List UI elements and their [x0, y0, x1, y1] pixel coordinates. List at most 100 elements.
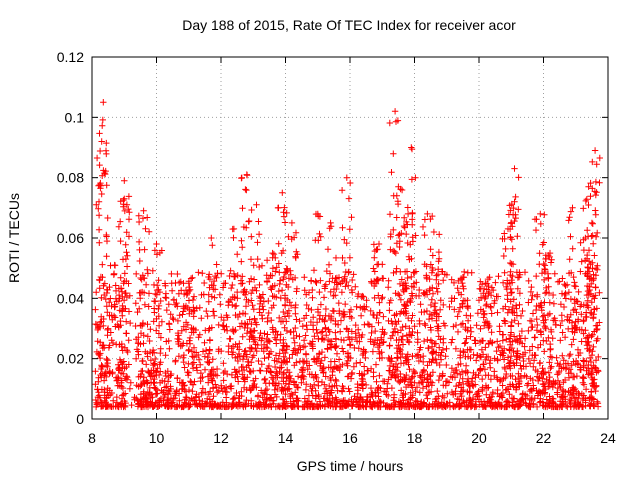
data-point — [137, 274, 144, 282]
data-point — [283, 209, 290, 217]
data-point — [246, 316, 253, 323]
data-point — [433, 285, 440, 292]
data-point — [458, 388, 466, 395]
data-point — [433, 349, 440, 356]
data-point — [545, 369, 553, 376]
data-point — [592, 233, 600, 240]
data-point — [231, 303, 239, 310]
data-point — [429, 284, 436, 291]
data-point — [383, 391, 390, 398]
data-point — [165, 337, 172, 345]
data-point — [240, 375, 247, 382]
data-point — [392, 118, 400, 125]
data-point — [546, 373, 553, 381]
data-point — [585, 371, 592, 378]
data-point — [446, 303, 453, 311]
data-point — [201, 279, 208, 287]
data-point — [329, 368, 336, 376]
x-tick-label: 24 — [600, 430, 616, 446]
data-point — [179, 380, 186, 387]
data-point — [539, 313, 546, 320]
data-point — [210, 385, 217, 392]
data-point — [546, 310, 553, 317]
data-point — [501, 230, 508, 237]
data-point — [282, 390, 289, 398]
data-point — [512, 193, 519, 201]
data-point — [332, 403, 339, 411]
data-point — [368, 323, 376, 330]
data-point — [153, 240, 160, 248]
data-point — [535, 377, 542, 385]
data-point — [252, 375, 259, 382]
data-point — [594, 400, 602, 407]
data-point — [318, 357, 325, 364]
data-point — [534, 321, 541, 329]
data-point — [375, 292, 382, 299]
data-point — [416, 346, 423, 353]
data-point — [226, 272, 233, 280]
data-point — [371, 277, 378, 285]
data-point — [112, 282, 119, 289]
data-point — [398, 186, 406, 194]
data-point — [483, 384, 491, 392]
data-point — [339, 311, 347, 319]
data-point — [220, 360, 227, 367]
data-point — [157, 349, 164, 357]
data-point — [562, 282, 569, 289]
data-point — [464, 317, 472, 324]
data-point — [396, 292, 403, 299]
data-point — [549, 291, 557, 299]
data-point — [378, 295, 385, 302]
data-point — [589, 232, 596, 239]
data-point — [557, 301, 565, 308]
data-point — [493, 293, 500, 300]
data-point — [220, 369, 227, 377]
data-point — [580, 318, 587, 325]
data-point — [120, 391, 127, 398]
data-point — [463, 335, 470, 342]
data-point — [118, 377, 125, 384]
data-point — [503, 403, 510, 411]
data-point — [275, 380, 283, 387]
data-point — [440, 277, 447, 284]
x-tick-label: 16 — [342, 430, 358, 446]
data-point — [120, 297, 128, 304]
data-point — [527, 403, 534, 411]
data-point — [487, 376, 495, 383]
data-point — [139, 215, 147, 222]
data-point — [413, 384, 421, 391]
data-point — [248, 297, 255, 304]
data-point — [559, 392, 566, 400]
data-point — [532, 366, 539, 374]
data-point — [310, 267, 318, 274]
data-point — [117, 218, 124, 225]
data-point — [235, 395, 242, 402]
data-point — [313, 319, 321, 326]
data-point — [352, 321, 359, 329]
data-point — [153, 327, 160, 334]
data-point — [448, 388, 456, 396]
data-point — [420, 358, 427, 366]
data-point — [563, 281, 571, 288]
data-point — [216, 291, 223, 298]
data-point — [106, 367, 113, 375]
data-point — [507, 372, 514, 380]
data-point — [512, 302, 520, 309]
data-point — [437, 297, 444, 304]
data-point — [521, 349, 529, 356]
data-point — [572, 357, 580, 365]
data-point — [546, 382, 553, 390]
data-point — [584, 272, 591, 279]
data-point — [126, 292, 133, 299]
data-point — [247, 368, 255, 376]
data-point — [333, 377, 340, 385]
data-point — [547, 364, 554, 372]
data-point — [343, 239, 350, 247]
data-point — [280, 378, 287, 385]
data-point — [292, 310, 299, 317]
data-point — [283, 358, 290, 365]
data-point — [95, 226, 103, 233]
data-point — [404, 401, 411, 408]
data-point — [234, 288, 241, 296]
data-point — [176, 397, 183, 404]
